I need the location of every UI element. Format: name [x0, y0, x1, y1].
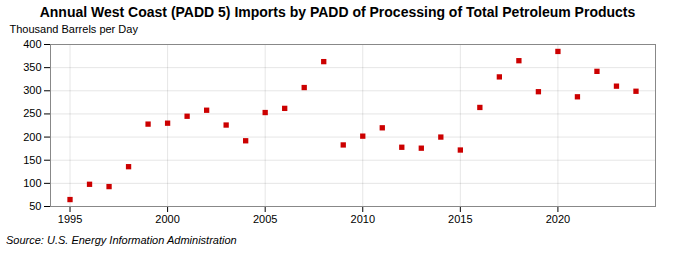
svg-text:200: 200 [23, 131, 41, 143]
svg-text:350: 350 [23, 61, 41, 73]
svg-text:150: 150 [23, 154, 41, 166]
svg-text:2000: 2000 [155, 213, 179, 225]
svg-text:Thousand Barrels per Day: Thousand Barrels per Day [10, 23, 139, 35]
svg-text:300: 300 [23, 84, 41, 96]
svg-text:1995: 1995 [58, 213, 82, 225]
svg-text:2015: 2015 [448, 213, 472, 225]
svg-text:2005: 2005 [253, 213, 277, 225]
svg-text:2010: 2010 [351, 213, 375, 225]
html-text:Annual West Coast (PADD 5) Imp: Annual West Coast (PADD 5) Imports by PA… [39, 4, 636, 20]
html-text:Source: U.S. Energy Informatio: Source: U.S. Energy Information Administ… [6, 234, 237, 246]
svg-text:100: 100 [23, 177, 41, 189]
svg-text:250: 250 [23, 107, 41, 119]
svg-text:2020: 2020 [546, 213, 570, 225]
svg-text:400: 400 [23, 38, 41, 50]
svg-text:50: 50 [29, 200, 41, 212]
